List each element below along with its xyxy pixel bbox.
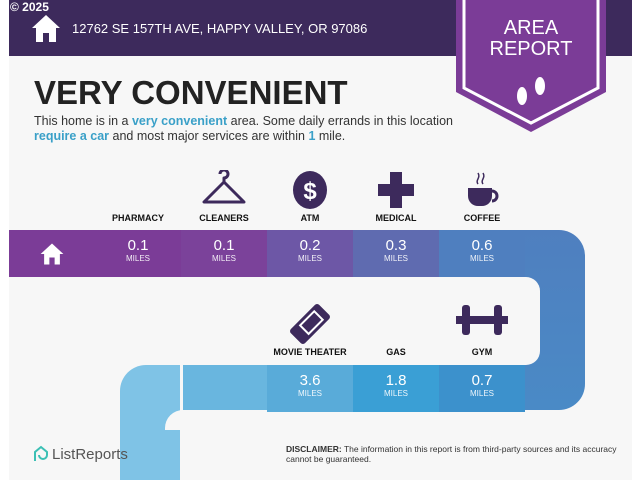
distance-segment: 0.1 MILES	[181, 230, 267, 277]
category-label: PHARMACY	[111, 213, 164, 223]
distance-unit: MILES	[383, 389, 408, 398]
home-segment	[9, 230, 95, 277]
distance-value: 0.2	[299, 237, 321, 254]
distance-unit: MILES	[297, 389, 322, 398]
distance-value: 1.8	[385, 372, 407, 389]
description: This home is in a very convenient area. …	[34, 114, 453, 143]
category-label: ATM	[300, 213, 320, 223]
hanger-icon	[181, 168, 267, 215]
distance-unit: MILES	[297, 254, 322, 263]
distance-unit: MILES	[125, 254, 150, 263]
dollar-icon: $	[267, 170, 353, 215]
distance-unit: MILES	[469, 389, 494, 398]
category-label: GYM	[471, 347, 493, 357]
category-label: COFFEE	[463, 213, 501, 223]
distance-value: 0.7	[471, 372, 493, 389]
coffee-icon	[439, 170, 525, 215]
badge-line1: AREA	[503, 17, 559, 39]
distance-value: 3.6	[299, 372, 321, 389]
distance-segment: 0.6 MILES	[439, 230, 525, 277]
distance-segment: 0.1 MILES	[95, 230, 181, 277]
distance-value: 0.6	[471, 237, 493, 254]
category-label: MOVIE THEATER	[273, 347, 347, 357]
distance-unit: MILES	[383, 254, 408, 263]
distance-segment: 1.8 MILES	[353, 365, 439, 412]
address: 12762 SE 157TH AVE, HAPPY VALLEY, OR 970…	[72, 21, 368, 36]
disclaimer: DISCLAIMER: The information in this repo…	[286, 444, 617, 464]
footprints-icon	[517, 77, 545, 105]
distance-value: 0.1	[127, 237, 149, 254]
page-title: VERY CONVENIENT	[34, 74, 348, 111]
distance-segment: 0.3 MILES	[353, 230, 439, 277]
dumbbell-icon	[439, 302, 525, 343]
distance-unit: MILES	[469, 254, 494, 263]
svg-text:$: $	[303, 178, 317, 205]
distance-segment: 3.6 MILES	[267, 365, 353, 412]
distance-value: 0.3	[385, 237, 407, 254]
home-icon	[40, 243, 64, 265]
area-report-badge	[456, 0, 606, 132]
distance-value: 0.1	[213, 237, 235, 254]
category-label: CLEANERS	[199, 213, 249, 223]
copyright: © 2025	[10, 0, 49, 14]
distance-segment: 0.7 MILES	[439, 365, 525, 412]
listreports-logo: ListReports	[33, 445, 128, 463]
home-icon	[32, 15, 60, 42]
distance-segment: 0.2 MILES	[267, 230, 353, 277]
distance-unit: MILES	[211, 254, 236, 263]
category-label: MEDICAL	[375, 213, 417, 223]
category-label: GAS	[386, 347, 406, 357]
medical-cross-icon	[353, 170, 439, 215]
ticket-icon	[267, 302, 353, 351]
badge-line2: REPORT	[489, 38, 573, 60]
